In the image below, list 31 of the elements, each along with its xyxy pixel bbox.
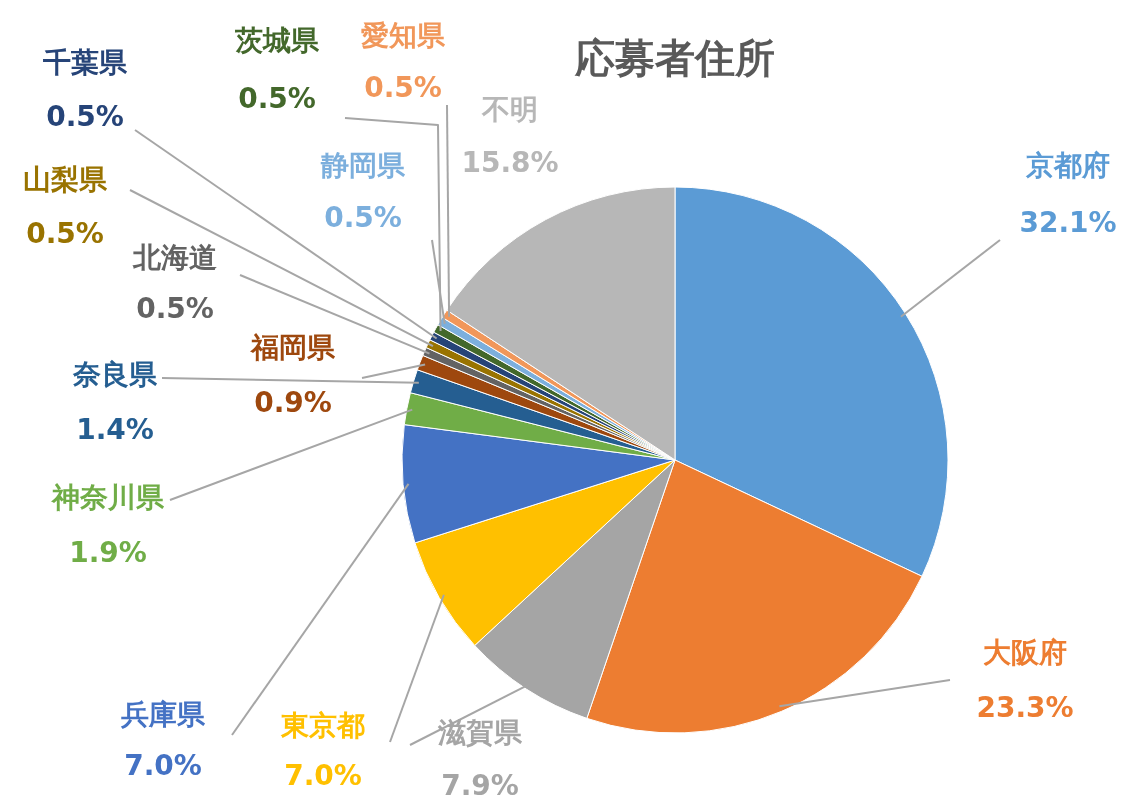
slice-label: 千葉県	[42, 46, 128, 79]
slice-label: 山梨県	[23, 163, 108, 196]
data-label: 1.9%	[69, 536, 147, 569]
data-label: 7.0%	[124, 749, 202, 782]
slice-label: 京都府	[1025, 149, 1110, 182]
slice-label: 大阪府	[983, 636, 1067, 669]
data-label: 7.0%	[284, 759, 362, 792]
slice-label: 北海道	[132, 241, 217, 274]
data-label: 0.5%	[324, 201, 402, 234]
slice-label: 神奈川県	[50, 481, 165, 514]
slice-label: 愛知県	[361, 19, 446, 52]
data-label: 0.5%	[238, 82, 316, 115]
data-label: 23.3%	[976, 691, 1074, 724]
slice-label: 静岡県	[320, 149, 406, 182]
slice-label: 滋賀県	[437, 716, 523, 749]
data-label: 0.5%	[26, 217, 104, 250]
data-label: 7.9%	[441, 769, 519, 802]
slice-label: 東京都	[280, 709, 365, 742]
data-label: 0.5%	[136, 292, 214, 325]
chart-title: 応募者住所	[574, 35, 775, 81]
slice-label: 奈良県	[72, 358, 158, 391]
data-label: 0.5%	[46, 100, 124, 133]
data-label: 1.4%	[76, 413, 154, 446]
slice-label: 兵庫県	[120, 698, 206, 731]
slice-label: 不明	[481, 93, 538, 126]
data-label: 0.9%	[254, 386, 332, 419]
data-label: 32.1%	[1019, 206, 1117, 239]
data-label: 0.5%	[364, 71, 442, 104]
data-label: 15.8%	[461, 146, 559, 179]
slice-label: 茨城県	[234, 24, 320, 57]
slice-label: 福岡県	[249, 331, 336, 364]
